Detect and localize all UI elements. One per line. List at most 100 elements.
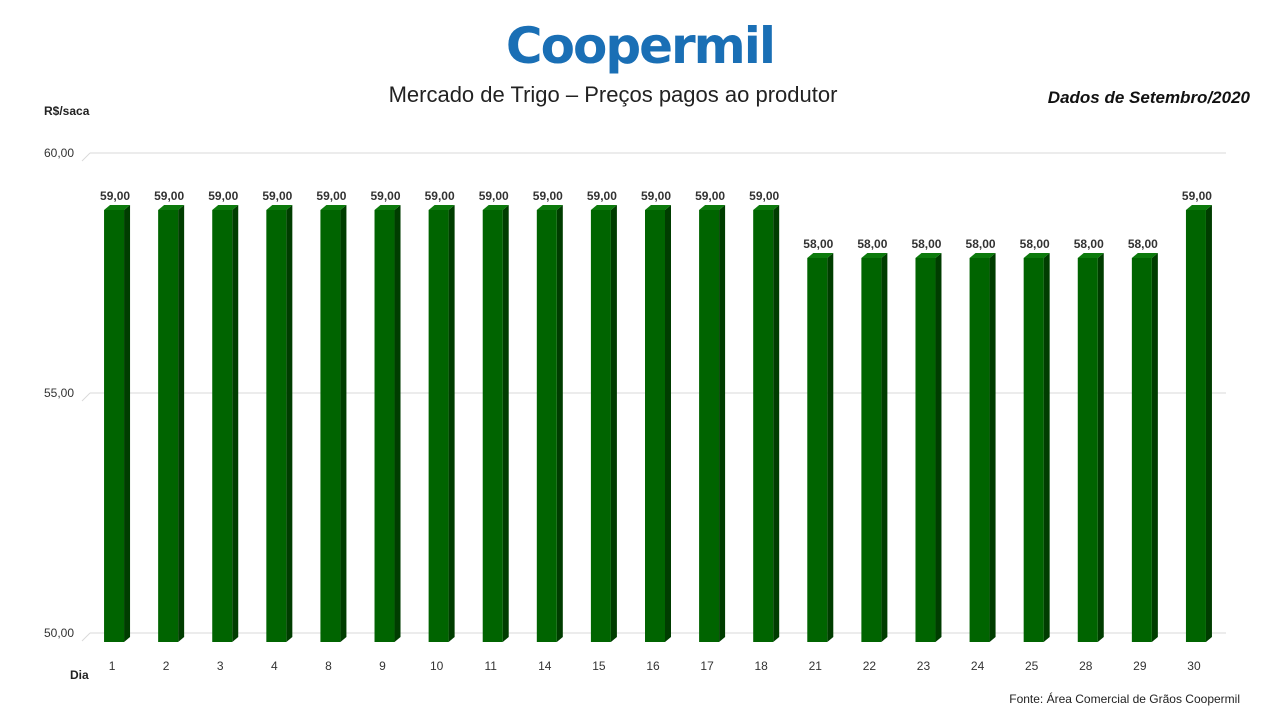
y-tick-label: 60,00 [44, 146, 74, 160]
bar-top [482, 205, 509, 210]
bar-top [1131, 253, 1158, 258]
data-label: 59,00 [587, 189, 617, 203]
bar [590, 210, 611, 642]
bar-top [104, 205, 131, 210]
data-label: 59,00 [695, 189, 725, 203]
bar-top [266, 205, 293, 210]
data-label: 58,00 [803, 237, 833, 251]
x-tick-label: 11 [484, 659, 497, 673]
bar [1077, 258, 1098, 642]
x-tick-label: 3 [217, 659, 224, 673]
bar-top [645, 205, 671, 210]
bar [915, 258, 936, 642]
bar-top [536, 205, 563, 210]
bar-side [232, 205, 239, 642]
bar-side [178, 205, 185, 642]
x-tick-label: 9 [379, 659, 386, 673]
bar [1185, 210, 1206, 642]
x-tick-label: 14 [538, 659, 552, 673]
bar-top [1023, 253, 1050, 258]
y-axis-label: R$/saca [44, 104, 90, 118]
bar-side [1205, 205, 1212, 642]
data-label: 59,00 [100, 189, 130, 203]
bar-top [590, 205, 617, 210]
bar-side [935, 253, 942, 642]
x-tick-label: 21 [809, 659, 823, 673]
x-tick-label: 15 [592, 659, 606, 673]
bar-side [773, 205, 780, 642]
bar-side [124, 205, 131, 642]
bar-side [340, 205, 347, 642]
data-label: 58,00 [911, 237, 941, 251]
data-label: 59,00 [749, 189, 779, 203]
bar [645, 210, 665, 642]
bar-side [556, 205, 563, 642]
bar [807, 258, 828, 642]
bar-side [827, 253, 834, 642]
x-tick-label: 28 [1079, 659, 1093, 673]
x-tick-label: 10 [430, 659, 444, 673]
x-tick-label: 29 [1133, 659, 1147, 673]
x-tick-label: 18 [755, 659, 769, 673]
y-tick-label: 55,00 [44, 386, 74, 400]
bar-top [1185, 205, 1212, 210]
bar [428, 210, 449, 642]
coopermil-logo: Coopermil [505, 17, 776, 75]
x-tick-label: 22 [863, 659, 877, 673]
x-tick-label: 4 [271, 659, 278, 673]
data-label: 59,00 [371, 189, 401, 203]
x-tick-label: 25 [1025, 659, 1039, 673]
bar-side [881, 253, 888, 642]
bar-side [610, 205, 617, 642]
data-label: 59,00 [425, 189, 455, 203]
bar-top [428, 205, 455, 210]
bar-side [1043, 253, 1050, 642]
date-label: Dados de Setembro/2020 [1047, 88, 1250, 107]
bar-top [212, 205, 239, 210]
x-tick-label: 24 [971, 659, 985, 673]
data-label: 59,00 [641, 189, 671, 203]
bar-top [1077, 253, 1104, 258]
bar-top [320, 205, 347, 210]
bar [104, 210, 125, 642]
bar [158, 210, 179, 642]
data-label: 59,00 [1182, 189, 1212, 203]
bar-top [753, 205, 780, 210]
source-note: Fonte: Área Comercial de Grãos Coopermil [1009, 692, 1240, 706]
bar [374, 210, 395, 642]
gridline-depth [81, 392, 91, 402]
x-axis-label: Dia [70, 668, 89, 682]
bar-side [1151, 253, 1158, 642]
bar-side [1097, 253, 1104, 642]
bar-side [719, 205, 726, 642]
data-label: 59,00 [533, 189, 563, 203]
x-tick-label: 17 [700, 659, 714, 673]
bar [212, 210, 233, 642]
bar [320, 210, 341, 642]
gridline-depth [81, 632, 91, 642]
x-tick-label: 8 [325, 659, 332, 673]
bar-side [502, 205, 509, 642]
bar-top [861, 253, 888, 258]
bar-side [394, 205, 401, 642]
y-tick-label: 50,00 [44, 626, 74, 640]
bar-top [807, 253, 834, 258]
bar-top [158, 205, 185, 210]
x-tick-label: 2 [163, 659, 170, 673]
bar [699, 210, 720, 642]
x-tick-label: 16 [646, 659, 660, 673]
x-tick-label: 30 [1187, 659, 1201, 673]
bar-top [915, 253, 942, 258]
data-label: 59,00 [479, 189, 509, 203]
bar [266, 210, 287, 642]
bar-top [374, 205, 401, 210]
bar-side [989, 253, 996, 642]
bar [536, 210, 557, 642]
data-label: 58,00 [1074, 237, 1104, 251]
data-label: 58,00 [1020, 237, 1050, 251]
bar [753, 210, 774, 642]
bar-side [448, 205, 455, 642]
gridline-depth [81, 152, 91, 162]
bar [861, 258, 882, 642]
